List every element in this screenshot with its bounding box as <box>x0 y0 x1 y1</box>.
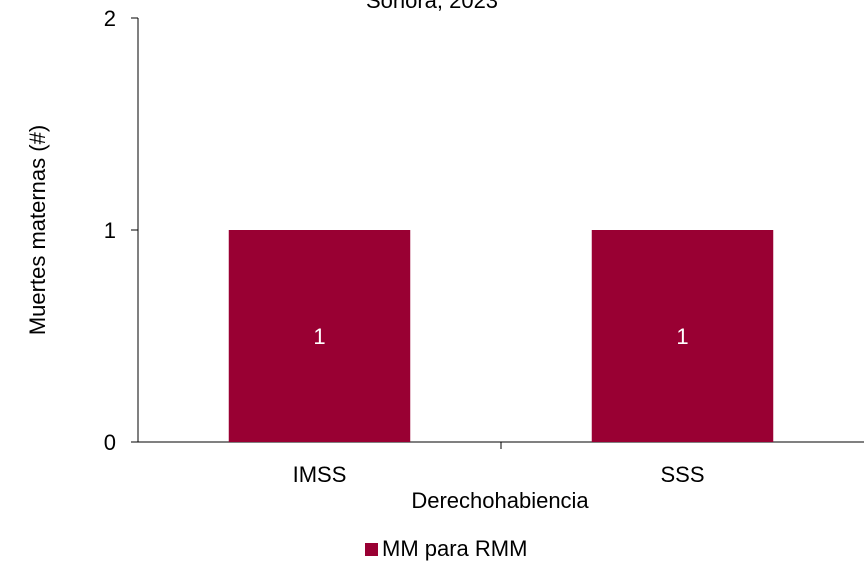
bar <box>228 230 411 442</box>
x-tick-label: IMSS <box>293 462 347 487</box>
bar-data-label: 1 <box>313 324 325 349</box>
y-tick-label: 2 <box>104 6 116 31</box>
bar <box>591 230 774 442</box>
x-tick-label: SSS <box>660 462 704 487</box>
chart-title: Sonora, 2023 <box>366 0 498 13</box>
legend-swatch <box>365 543 378 556</box>
y-tick-label: 1 <box>104 218 116 243</box>
y-tick-label: 0 <box>104 430 116 455</box>
x-axis-ticks: IMSS SSS <box>293 442 705 487</box>
y-axis-ticks: 0 1 2 <box>104 6 138 455</box>
x-axis-label: Derechohabiencia <box>411 488 589 513</box>
y-axis-label: Muertes maternas (#) <box>25 125 50 335</box>
legend-label: MM para RMM <box>382 536 527 561</box>
bar-data-label: 1 <box>676 324 688 349</box>
legend: MM para RMM <box>365 536 527 561</box>
